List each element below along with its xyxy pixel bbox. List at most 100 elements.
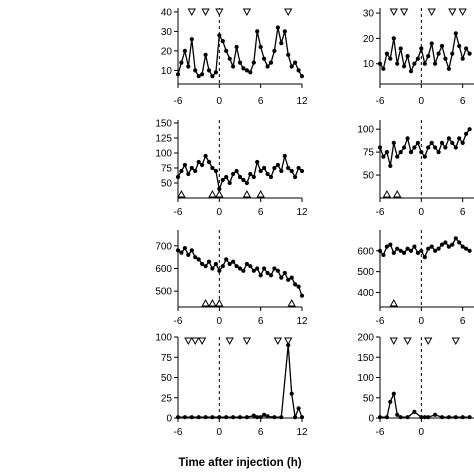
data-point: [395, 61, 400, 66]
data-point: [282, 29, 287, 34]
data-point: [395, 154, 400, 159]
data-point: [446, 415, 451, 420]
data-point: [388, 163, 393, 168]
data-point: [293, 415, 298, 420]
peak-marker: [284, 337, 293, 346]
data-point: [231, 259, 236, 264]
x-tick-label: 0: [419, 316, 425, 327]
data-point: [464, 46, 469, 51]
data-point: [175, 248, 181, 253]
y-tick-label: 50: [161, 373, 173, 384]
data-point: [241, 177, 246, 183]
trough-marker: [242, 189, 252, 198]
data-point: [217, 33, 222, 38]
data-point: [203, 153, 208, 159]
data-point: [255, 29, 260, 34]
trough-marker: [256, 189, 265, 198]
data-point: [186, 252, 191, 257]
data-point: [439, 140, 445, 145]
data-point: [436, 246, 441, 251]
data-point: [237, 415, 243, 420]
data-point: [213, 168, 218, 174]
data-point: [299, 293, 305, 298]
x-tick-label: -6: [174, 207, 183, 218]
data-point: [265, 414, 270, 419]
data-point: [422, 61, 427, 66]
data-point: [258, 44, 263, 50]
data-point: [227, 261, 232, 267]
data-point: [286, 165, 291, 171]
data-point: [189, 415, 194, 420]
data-point: [443, 240, 448, 245]
y-tick-label: 150: [357, 353, 374, 364]
data-point: [453, 236, 458, 241]
data-point: [237, 174, 243, 180]
data-point: [419, 150, 424, 155]
data-point: [408, 69, 414, 74]
data-point: [460, 415, 465, 420]
data-point: [426, 415, 431, 420]
x-tick-label: 6: [460, 316, 466, 327]
peak-marker: [284, 8, 293, 17]
data-point: [436, 51, 441, 56]
data-point: [268, 174, 274, 180]
x-tick-label: -6: [376, 96, 385, 107]
data-point: [446, 136, 451, 141]
data-point: [388, 56, 393, 61]
data-point: [224, 48, 229, 54]
x-tick-label: 0: [217, 96, 223, 107]
data-point: [244, 180, 249, 186]
data-point: [251, 60, 256, 65]
panel-2-1: -6 0 6 12 500 600 700: [155, 230, 308, 327]
data-point: [467, 248, 472, 253]
data-point: [453, 31, 458, 36]
data-point: [293, 60, 298, 65]
x-tick-label: 12: [296, 427, 308, 438]
data-point: [422, 415, 427, 420]
data-point: [398, 415, 403, 420]
data-point: [446, 244, 451, 249]
data-point: [203, 52, 208, 57]
data-point: [179, 60, 184, 65]
peak-marker: [242, 337, 252, 346]
data-point: [433, 61, 438, 66]
data-point: [296, 406, 301, 411]
data-point: [391, 391, 396, 396]
data-point: [258, 168, 263, 174]
x-tick-label: 0: [419, 96, 425, 107]
data-point: [429, 140, 434, 145]
data-point: [248, 264, 253, 269]
data-point: [299, 415, 305, 420]
data-point: [398, 248, 403, 253]
data-point: [255, 266, 260, 271]
peak-marker: [215, 8, 224, 17]
data-point: [251, 413, 256, 418]
data-point: [457, 136, 462, 141]
data-point: [405, 136, 410, 141]
data-point: [289, 391, 294, 396]
data-point: [189, 248, 194, 253]
data-point: [464, 246, 469, 251]
x-tick-label: 12: [296, 96, 308, 107]
trough-marker: [177, 189, 186, 198]
data-point: [268, 60, 274, 65]
data-point: [210, 266, 215, 271]
data-point: [272, 415, 277, 420]
data-point: [450, 242, 455, 247]
data-point: [258, 415, 263, 420]
peak-marker: [225, 337, 234, 346]
peak-marker: [403, 337, 412, 346]
data-point: [275, 25, 280, 30]
data-point: [460, 244, 465, 249]
data-point: [182, 415, 187, 420]
data-point: [193, 68, 198, 73]
panel-0-1: -6 0 6 12 10 20 30 40: [161, 7, 308, 107]
y-tick-label: 25: [161, 393, 173, 404]
data-point: [467, 127, 472, 132]
y-tick-label: 75: [161, 164, 173, 175]
x-tick-label: 0: [217, 316, 223, 327]
data-point: [186, 64, 191, 69]
y-tick-label: 600: [357, 246, 374, 257]
